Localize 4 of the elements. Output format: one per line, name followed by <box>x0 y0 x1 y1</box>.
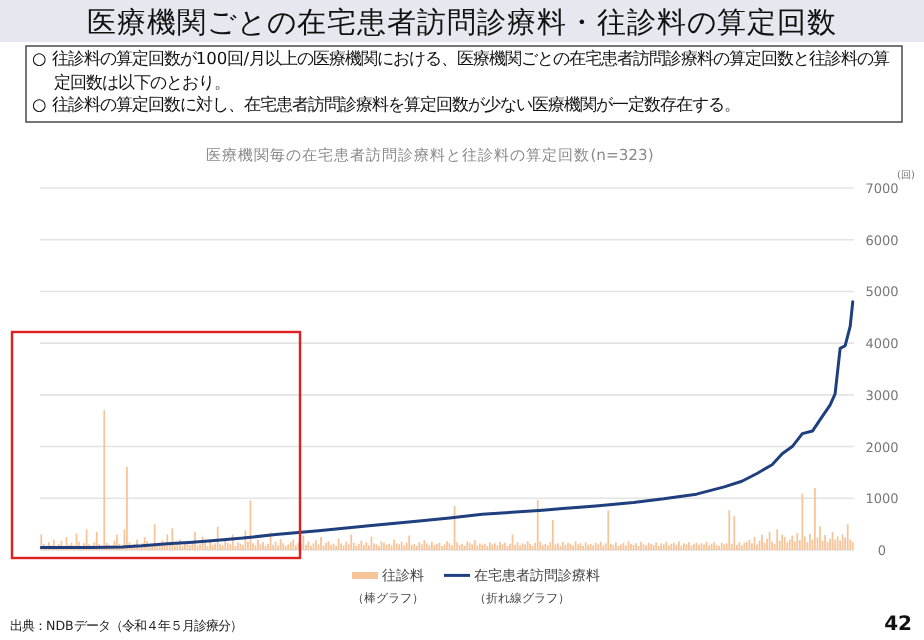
chart-title: 医療機関ごとの在宅患者訪問診療料・往診料の算定回数 <box>87 6 837 40</box>
text: ○ 往診料の算定回数が100回/月以上の医療機関における、医療機関ごとの在宅患者訪問診療料の算定回数と往診料の算定回数は以下のとおり。 <box>32 48 892 94</box>
text: ○ 往診料の算定回数に対し、在宅患者訪問診療料を算定回数が少ない医療機関が一定数存在する。 <box>32 94 742 117</box>
text: 42 <box>884 614 913 636</box>
